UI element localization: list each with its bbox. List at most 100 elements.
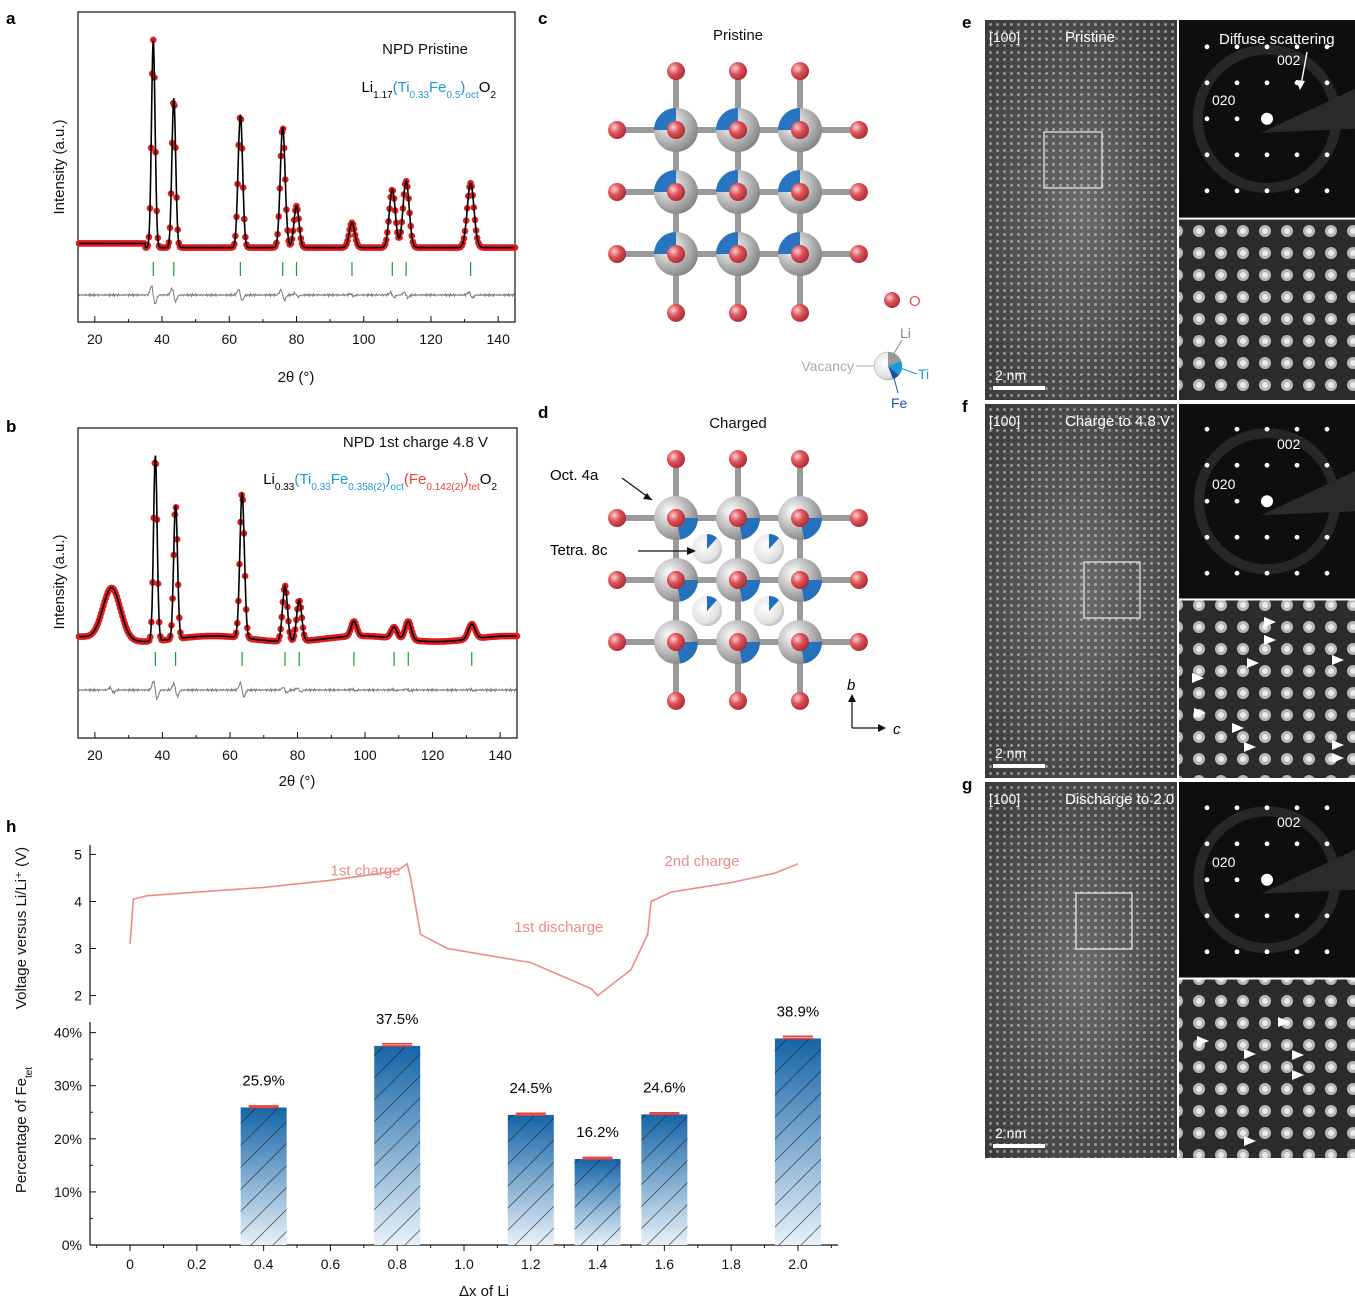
bar-value-label: 37.5%: [376, 1011, 419, 1028]
xlabel-h: Δx of Li: [459, 1283, 509, 1300]
diffraction-spot: [1204, 152, 1210, 158]
y-tick-label: 2: [74, 988, 82, 1004]
x-tick-label: 140: [487, 331, 511, 347]
curve-label: 1st charge: [331, 863, 401, 880]
diffraction-spot: [1234, 534, 1240, 540]
oxygen-atom: [849, 183, 868, 201]
zoomed-lattice: [1179, 600, 1355, 778]
tem-g: g [100] Discharge to 2.0 V 2 nm 002 020: [962, 775, 1355, 1158]
axis-b-label: b: [847, 677, 855, 694]
tet-fe-wedge: [769, 534, 779, 549]
xticks-a: 20 40 60 80 100 120 140: [87, 316, 510, 347]
oxygen-atom: [667, 303, 685, 322]
diffraction-spot: [1234, 498, 1240, 504]
tet-fe-arrowhead: [1264, 617, 1276, 627]
diffraction-spot: [1234, 80, 1240, 86]
ylabel-b: Intensity (a.u.): [51, 534, 68, 629]
title-c: Pristine: [713, 27, 763, 44]
tet-fe-arrowhead: [1194, 708, 1206, 718]
x-tick-label: 1.4: [588, 1256, 608, 1272]
diffraction-spot: [1294, 949, 1300, 955]
ylabel-a: Intensity (a.u.): [51, 119, 68, 214]
bar-value-label: 16.2%: [576, 1124, 619, 1141]
x-tick-label: 0.6: [321, 1256, 341, 1272]
bar-value-label: 24.6%: [643, 1079, 686, 1096]
legend-oxygen-label: O: [909, 293, 921, 310]
difference-line: [78, 284, 515, 305]
oxygen-atom: [791, 62, 809, 81]
tet-fe-arrowhead: [1192, 673, 1204, 683]
curve-label: 2nd charge: [664, 853, 739, 870]
xticks-b: 20 40 60 80 100 120 140: [87, 732, 512, 763]
diffraction-spot: [1324, 80, 1330, 86]
tet-fe-arrowhead: [1197, 1036, 1209, 1046]
x-tick-label: 2.0: [788, 1256, 808, 1272]
oxygen-atom: [729, 450, 747, 469]
observed-point: [513, 632, 521, 640]
oxygen-atom: [729, 121, 747, 139]
condition-label: Discharge to 2.0 V: [1065, 791, 1188, 808]
oxygen-atom: [729, 691, 747, 710]
oxygen-atom: [667, 691, 685, 710]
diffraction-spot: [1294, 805, 1300, 811]
diffraction-spot: [1294, 913, 1300, 919]
zoom-box: [1083, 561, 1141, 619]
condition-label: Charge to 4.8 V: [1065, 413, 1170, 430]
zoom-box: [1043, 131, 1103, 189]
tet-fe-arrowhead: [1247, 658, 1259, 668]
diffraction-spot: [1204, 44, 1210, 50]
diffraction-spot: [1324, 462, 1330, 468]
oxygen-atom: [729, 633, 747, 651]
zoom-box: [1075, 892, 1133, 950]
lattice-texture: [985, 404, 1177, 778]
panel-letter-a: a: [6, 9, 16, 28]
diffraction-spot: [1204, 116, 1210, 122]
diffraction-spot: [1294, 462, 1300, 468]
legend-li-label: Li: [900, 325, 911, 341]
bar-hatch: [374, 1045, 421, 1245]
legend-ti-label: Ti: [918, 366, 929, 382]
x-tick-label: 120: [421, 747, 445, 763]
legend-oxygen-icon: [884, 292, 900, 308]
oxygen-atom: [729, 183, 747, 201]
diffraction-spot: [1294, 841, 1300, 847]
fit-line: [79, 40, 515, 249]
oxygen-atom: [667, 121, 685, 139]
panel-letter-e: e: [962, 13, 971, 32]
x-tick-label: 0.8: [387, 1256, 407, 1272]
diffraction-spot: [1264, 80, 1270, 86]
panel-letter-d: d: [538, 403, 548, 422]
tet-fe-arrowhead: [1292, 1050, 1304, 1060]
diffraction-spot: [1204, 188, 1210, 194]
spot-002-label: 002: [1277, 436, 1301, 452]
diffraction-spot: [1294, 44, 1300, 50]
y-tick-label: 30%: [54, 1078, 82, 1094]
diffraction-spot: [1204, 877, 1210, 883]
bar-value-label: 24.5%: [510, 1080, 553, 1097]
x-tick-label: 100: [353, 747, 377, 763]
crystal-structure-pristine: [608, 62, 868, 322]
diffraction-spot: [1294, 426, 1300, 432]
diffraction-spot: [1294, 534, 1300, 540]
diffraction-spot: [1324, 152, 1330, 158]
tet-fe-arrowhead: [1244, 742, 1256, 752]
tet-fe-arrowhead: [1292, 1070, 1304, 1080]
npd-pattern-b: [75, 455, 521, 702]
diffraction-spot: [1324, 44, 1330, 50]
beam-stopper: [1261, 471, 1355, 516]
oxygen-atom: [729, 571, 747, 589]
oxygen-atom: [667, 509, 685, 527]
diffraction-spot: [1264, 152, 1270, 158]
diffraction-spot: [1264, 188, 1270, 194]
diffraction-spot: [1324, 188, 1330, 194]
panel-c: c Pristine O Li Ti Fe Vacancy: [538, 9, 929, 411]
fe-tet-bar-chart: 0% 10% 20% 30% 40% 0 0.2 0.4 0.6 0.8 1.0 1.2 1.4 1.6 1…: [54, 1003, 838, 1272]
diffraction-spot: [1204, 841, 1210, 847]
title-d: Charged: [709, 415, 767, 432]
lattice-texture: [985, 20, 1177, 400]
bar-hatch: [507, 1114, 554, 1245]
diffraction-spot: [1324, 805, 1330, 811]
lattice-texture: [985, 782, 1177, 1158]
x-tick-label: 80: [289, 331, 305, 347]
x-tick-label: 0: [126, 1256, 134, 1272]
